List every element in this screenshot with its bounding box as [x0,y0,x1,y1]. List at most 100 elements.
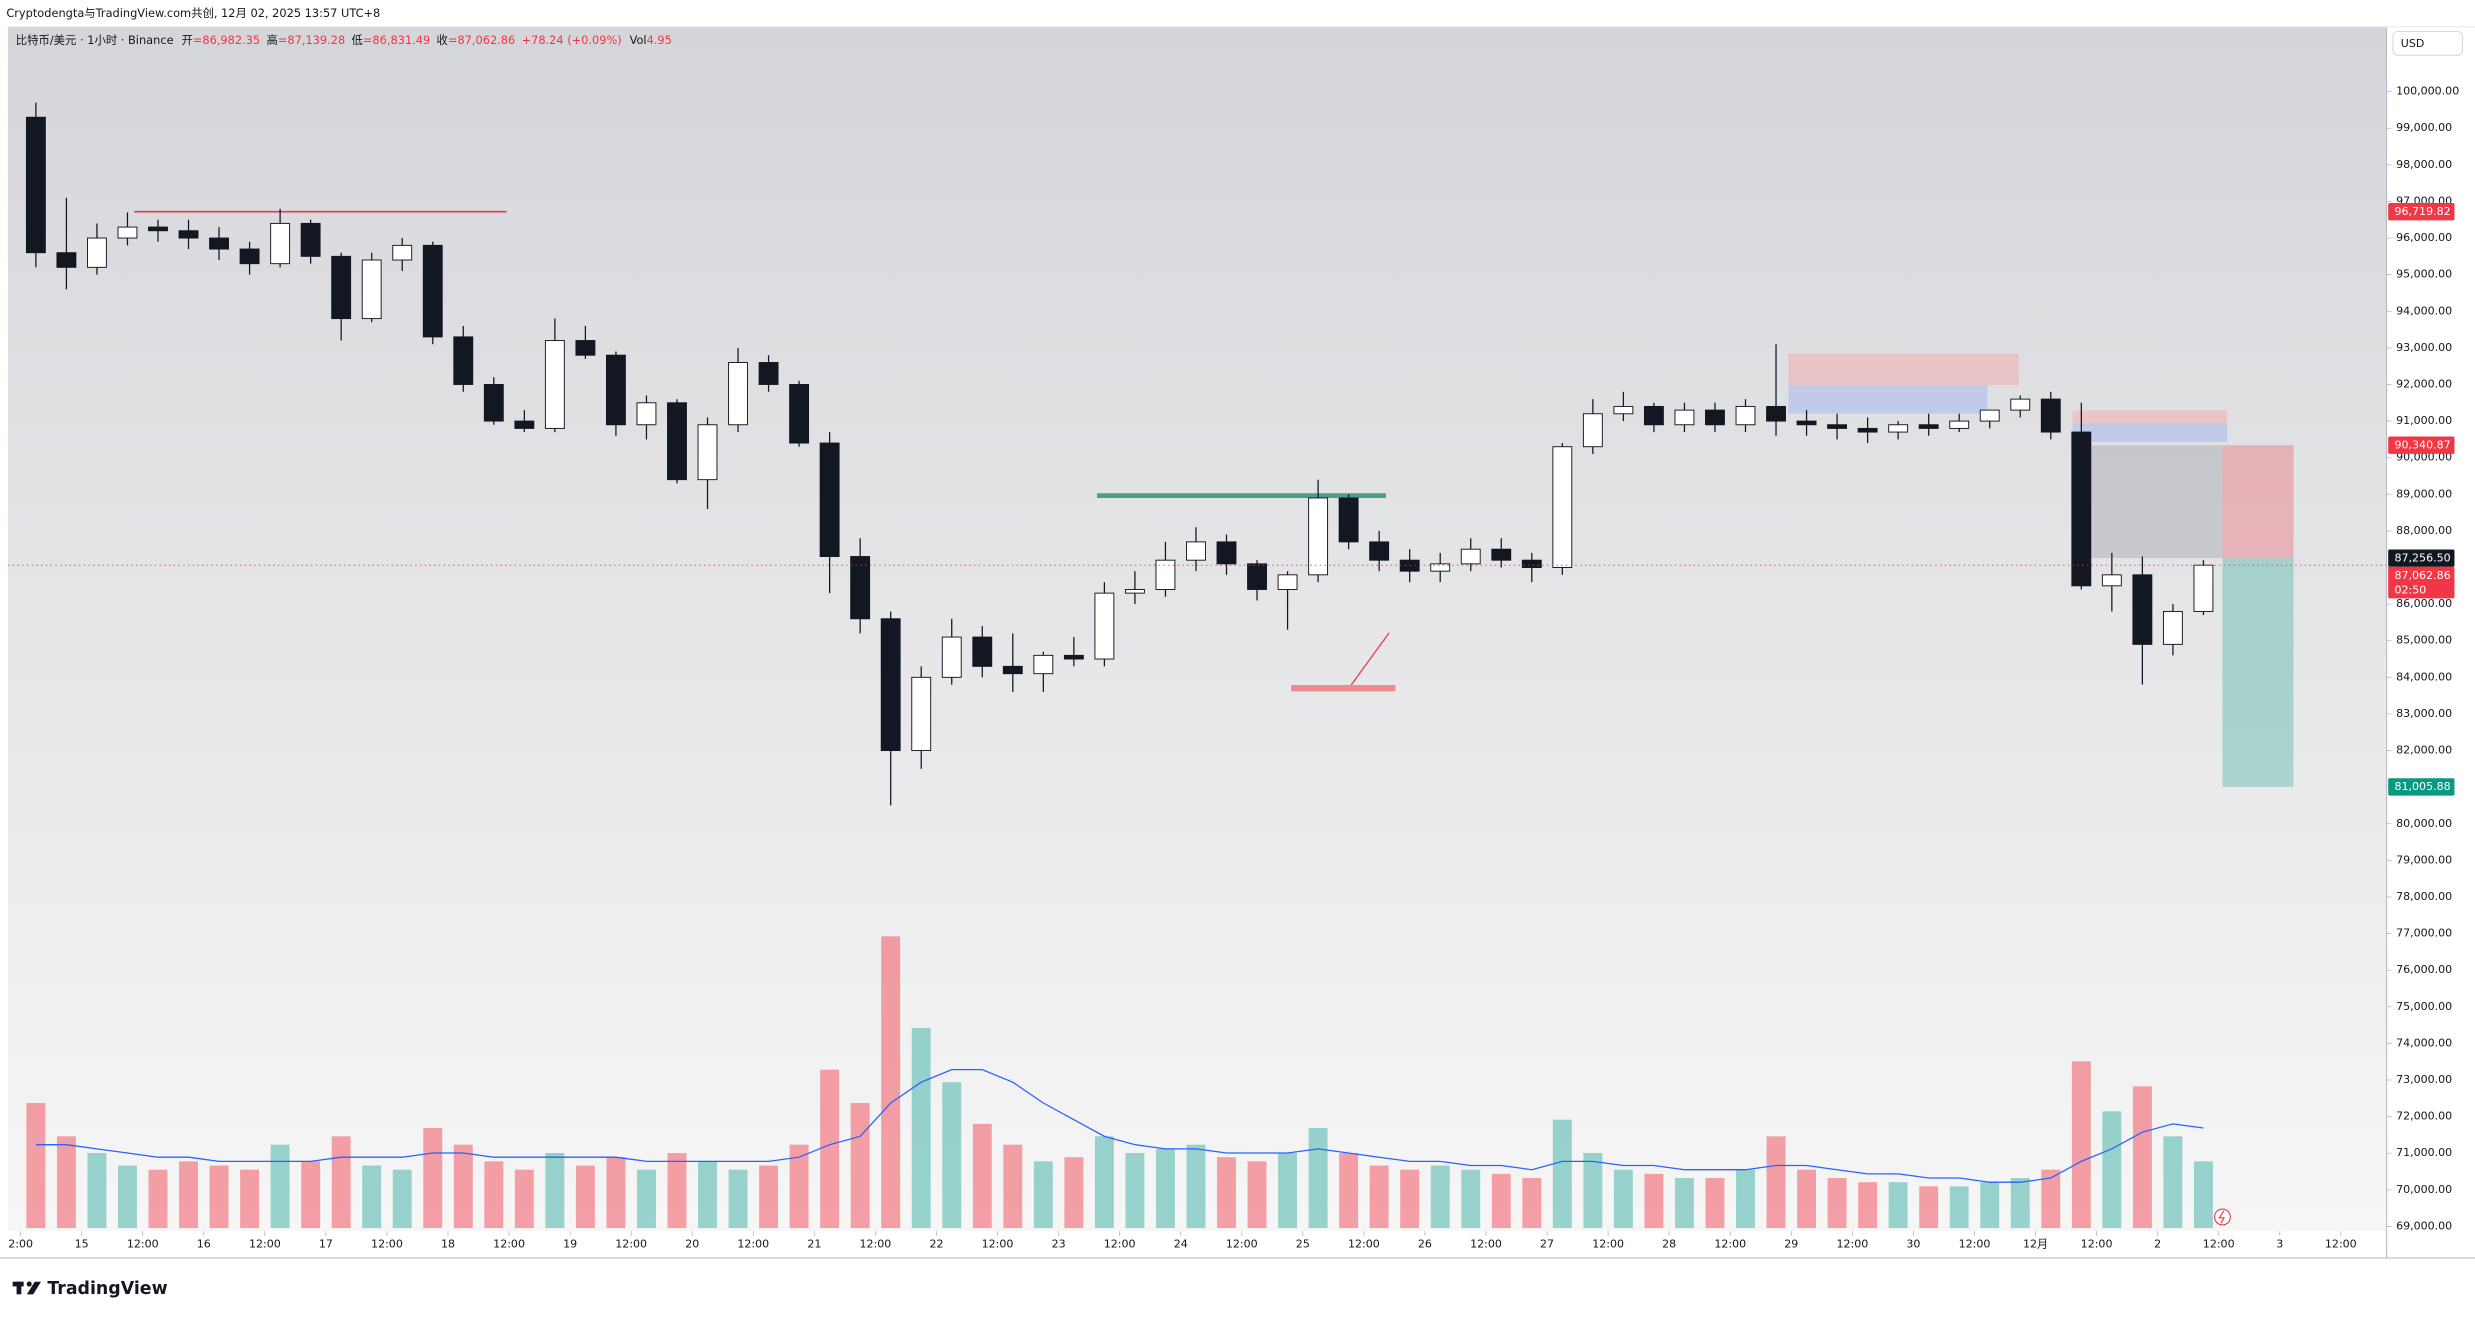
zones [134,210,2294,787]
x-tick-label: 12:00 [982,1238,1014,1251]
y-tick-label: 75,000.00 [2396,1000,2452,1013]
volume-bar [698,1161,717,1229]
volume-bar [1033,1161,1053,1229]
candle-body [1094,592,1115,660]
x-tick-label: 12:00 [1104,1238,1136,1251]
candle-body [789,384,810,444]
volume-bar [1858,1182,1878,1229]
volume-bar [2010,1178,2030,1229]
volume-value: 4.95 [647,33,672,47]
candle-body [361,259,382,320]
price-label-box [2388,203,2455,221]
volume-bar [87,1153,107,1229]
countdown: 02:50 [2394,583,2426,596]
candle-body [209,237,229,250]
y-tick-label: 72,000.00 [2396,1110,2452,1123]
ohlc-label: 低 [352,33,363,47]
volume-bar [1461,1169,1481,1229]
y-tick-label: 69,000.00 [2396,1219,2452,1232]
x-tick-label: 25 [1296,1238,1310,1251]
candle-body [1888,424,1909,433]
candle-body [1308,497,1329,576]
candle-body [2132,574,2153,645]
y-tick-label: 74,000.00 [2396,1036,2452,1049]
range-box [2072,445,2223,559]
volume-bar [423,1128,443,1229]
ohlc-label: 开 [181,33,192,47]
volume-bar [606,1157,626,1229]
candle-body [1552,446,1573,568]
y-tick-label: 98,000.00 [2396,158,2452,171]
ohlc-value: =86,982.35 [193,33,260,47]
volume-bar [331,1136,351,1229]
volume-bar [1613,1169,1633,1229]
replay-icon[interactable] [2214,1208,2231,1226]
x-tick-label: 23 [1052,1238,1066,1251]
price-labels: 96,719.82 90,340.87 87,256.50 87,062.8602:5… [2388,203,2455,796]
volume-bar [1186,1144,1206,1229]
x-tick-label: 28 [1662,1238,1676,1251]
y-tick-label: 76,000.00 [2396,963,2452,976]
volume-bar [209,1165,229,1229]
candle-body [1491,548,1512,561]
candle-body [392,244,413,261]
candle-body [1460,548,1481,565]
volume-bar [392,1169,412,1229]
logo: TradingView [12,1279,168,1299]
candle-body [148,226,168,232]
y-tick-label: 84,000.00 [2396,670,2452,683]
x-tick-label: 12:00 [1592,1238,1624,1251]
change: +78.24 (+0.09%) [522,33,622,47]
volume-bar [1919,1186,1939,1229]
currency-button[interactable] [2392,31,2463,56]
drawing-arrow [1350,632,1390,686]
candle-body [1002,665,1023,675]
x-tick-label: 12:00 [1226,1238,1258,1251]
currency[interactable]: USD [2401,37,2425,50]
candle-body [2193,564,2214,612]
volume-bar [972,1123,992,1229]
x-tick-label: 12:00 [1714,1238,1746,1251]
volume-bar [881,936,901,1229]
volume-bar [179,1161,198,1229]
x-tick-label: 15 [75,1238,89,1251]
candle-body [1857,427,1878,433]
candle-body [1063,654,1084,660]
volume-bar [1980,1182,2000,1229]
axes: 69,000.00 70,000.00 71,000.00 72,000.00 73,0… [8,85,2459,1251]
y-tick-label: 94,000.00 [2396,304,2452,317]
volume-bar [1155,1148,1175,1229]
y-tick-label: 89,000.00 [2396,487,2452,500]
volume-bar [1583,1153,1603,1229]
x-tick-label: 12:00 [1959,1238,1991,1251]
candle-body [1735,405,1756,426]
y-tick-label: 100,000.00 [2396,85,2459,98]
volume-label: Vol [630,33,647,47]
candle-body [86,237,107,268]
y-tick-label: 79,000.00 [2396,853,2452,866]
volume-bar [1339,1153,1359,1229]
volume-bar [1003,1144,1023,1229]
logo-mark [26,1281,42,1295]
replay-icon-bolt [2218,1210,2225,1224]
volume-bar [1308,1128,1328,1229]
volume-bar [301,1161,321,1229]
candle-body [1155,559,1176,590]
candle-body [1521,559,1542,568]
candle-body [667,402,687,481]
y-tick-label: 91,000.00 [2396,414,2452,427]
volume-bar [575,1165,595,1229]
y-tick-label: 78,000.00 [2396,890,2452,903]
candle-body [1796,420,1817,426]
candle-body [25,116,46,254]
logo-mark [26,1281,32,1287]
candle-body [758,362,779,385]
candle-body [1827,424,1848,429]
x-tick-label: 30 [1906,1238,1920,1251]
candle-body [880,618,901,752]
ohlc-value: =86,831.49 [363,33,430,47]
volume-bar [789,1144,809,1229]
ohlc-label: 收 [437,33,448,47]
candle-body [483,384,504,422]
y-tick-label: 92,000.00 [2396,377,2452,390]
